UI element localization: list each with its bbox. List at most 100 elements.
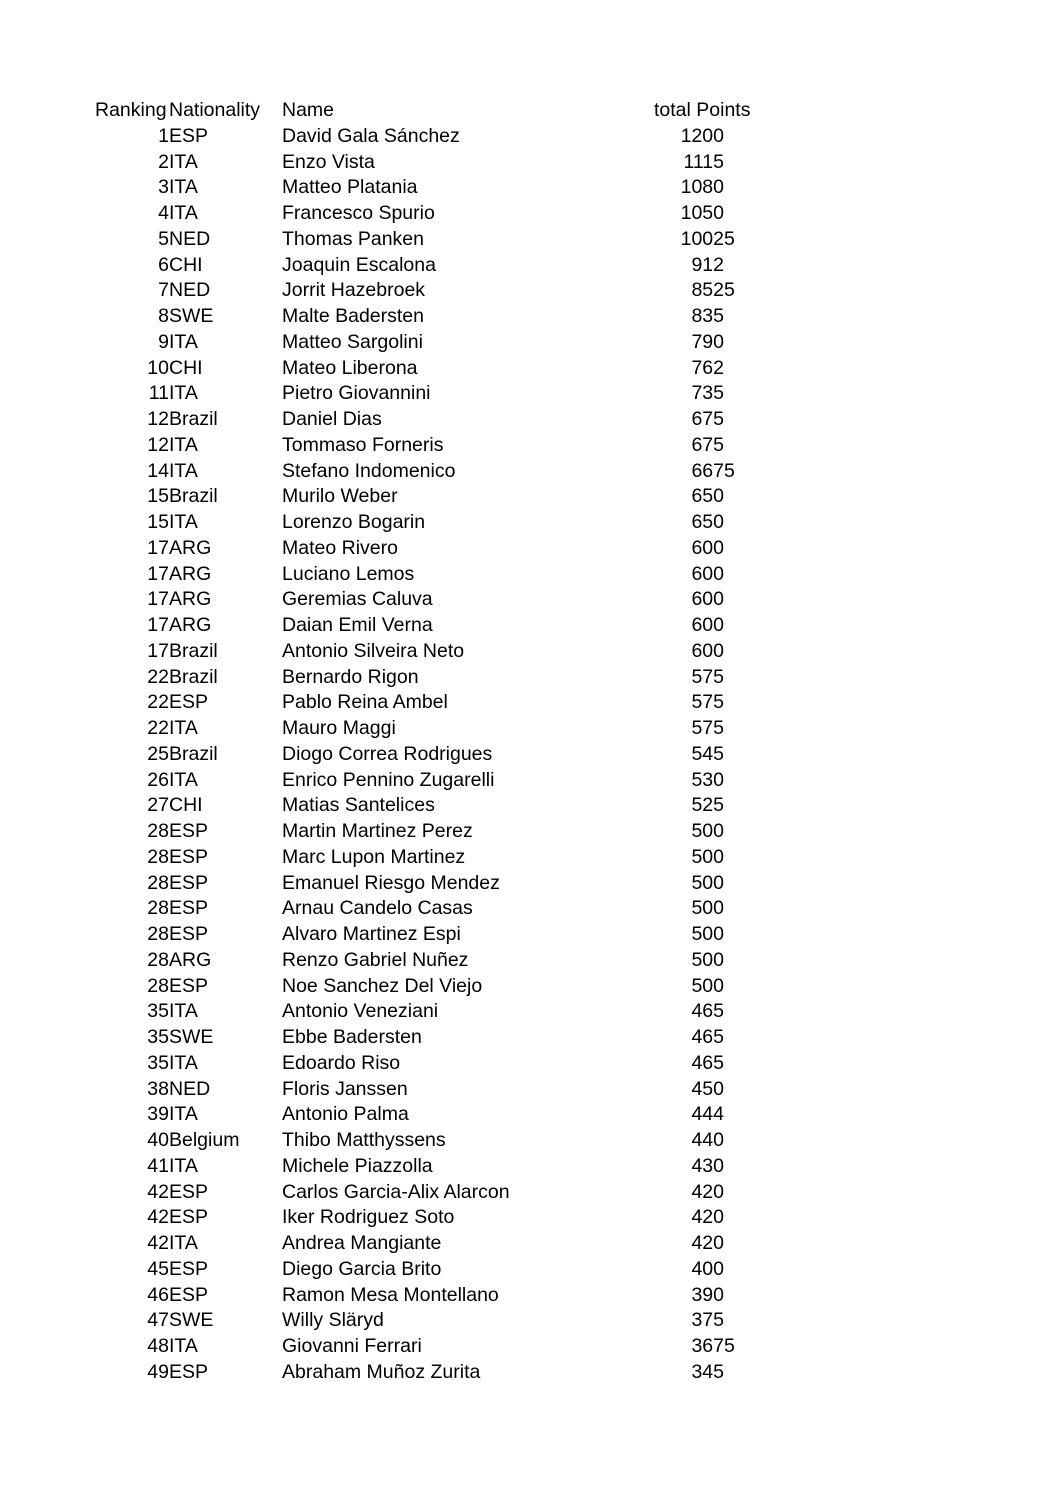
table-row: 28 ESP Noe Sanchez Del Viejo 500 [95, 974, 758, 1000]
cell-total-points: 500 [691, 923, 724, 945]
table-row: 17 ARG Daian Emil Verna 600 [95, 613, 758, 639]
cell-total-points: 525 [691, 794, 724, 817]
table-row: 39 ITA Antonio Palma 444 [95, 1102, 758, 1128]
cell-name: Stefano Indomenico [282, 459, 456, 482]
cell-name: Lorenzo Bogarin [282, 511, 426, 533]
cell-nationality: Brazil [169, 665, 218, 688]
cell-ranking: 22 [147, 665, 169, 688]
cell-nationality: Brazil [169, 742, 218, 765]
cell-nationality: ITA [169, 150, 198, 173]
cell-points-fraction [724, 716, 758, 742]
table-row: 17 ARG Mateo Rivero 600 [95, 536, 758, 562]
cell-ranking: 35 [147, 1051, 169, 1074]
cell-points-fraction [724, 484, 758, 510]
cell-nationality: ARG [169, 536, 212, 559]
cell-total-points: 345 [691, 1360, 724, 1383]
cell-points-fraction: 5 [724, 227, 735, 250]
cell-total-points: 1050 [680, 202, 724, 224]
table-row: 47 SWE Willy Släryd 375 [95, 1308, 758, 1334]
table-row: 22 ITA Mauro Maggi 575 [95, 716, 758, 742]
cell-nationality: Brazil [169, 639, 218, 662]
cell-points-fraction [724, 1051, 758, 1077]
cell-ranking: 28 [147, 871, 169, 894]
cell-total-points: 912 [691, 253, 724, 276]
table-row: 27 CHI Matias Santelices 525 [95, 793, 758, 819]
cell-total-points: 650 [691, 485, 724, 508]
cell-ranking: 17 [147, 588, 169, 611]
cell-name: Enrico Pennino Zugarelli [282, 768, 495, 791]
table-row: 35 ITA Antonio Veneziani 465 [95, 999, 758, 1025]
cell-ranking: 22 [147, 691, 169, 714]
cell-name: Mauro Maggi [282, 717, 396, 739]
cell-nationality: ITA [169, 511, 198, 533]
cell-name: Alvaro Martinez Espi [282, 923, 461, 945]
cell-nationality: NED [169, 279, 211, 302]
cell-name: Diego Garcia Brito [282, 1257, 442, 1280]
cell-name: Pietro Giovannini [282, 382, 431, 405]
cell-name: Matteo Platania [282, 176, 418, 199]
table-row: 22 ESP Pablo Reina Ambel 575 [95, 690, 758, 716]
table-row: 9 ITA Matteo Sargolini 790 [95, 330, 758, 356]
cell-total-points: 835 [691, 305, 724, 327]
cell-ranking: 6 [158, 253, 169, 276]
cell-points-fraction [724, 922, 758, 948]
cell-ranking: 28 [147, 845, 169, 868]
cell-name: Iker Rodriguez Soto [282, 1206, 455, 1229]
table-row: 15 Brazil Murilo Weber 650 [95, 484, 758, 510]
cell-ranking: 42 [147, 1232, 169, 1254]
cell-total-points: 1002 [680, 227, 724, 250]
cell-points-fraction [724, 1205, 758, 1231]
cell-ranking: 2 [158, 150, 169, 173]
cell-nationality: ESP [169, 124, 209, 147]
cell-points-fraction [724, 381, 758, 407]
cell-ranking: 17 [147, 536, 169, 559]
cell-points-fraction [724, 742, 758, 768]
cell-ranking: 42 [147, 1180, 169, 1203]
cell-name: Jorrit Hazebroek [282, 279, 426, 302]
cell-nationality: ARG [169, 588, 212, 611]
cell-ranking: 40 [147, 1129, 169, 1151]
cell-name: Renzo Gabriel Nuñez [282, 948, 469, 971]
cell-points-fraction [724, 1283, 758, 1309]
cell-total-points: 465 [691, 1051, 724, 1074]
cell-points-fraction [724, 510, 758, 536]
cell-nationality: ITA [169, 1154, 198, 1177]
table-row: 11 ITA Pietro Giovannini 735 [95, 381, 758, 407]
cell-nationality: ITA [169, 1103, 198, 1126]
cell-ranking: 4 [158, 202, 169, 224]
cell-points-fraction [724, 356, 758, 382]
cell-total-points: 367 [691, 1335, 724, 1357]
cell-name: Edoardo Riso [282, 1051, 401, 1074]
cell-name: Daniel Dias [282, 408, 382, 430]
cell-ranking: 10 [147, 356, 169, 379]
table-row: 42 ITA Andrea Mangiante 420 [95, 1231, 758, 1257]
cell-total-points: 600 [691, 588, 724, 611]
cell-ranking: 28 [147, 820, 169, 842]
cell-nationality: ITA [169, 768, 198, 791]
cell-total-points: 762 [691, 356, 724, 379]
cell-name: Antonio Veneziani [282, 1000, 439, 1023]
cell-points-fraction [724, 974, 758, 1000]
cell-nationality: ITA [169, 459, 198, 482]
cell-points-fraction [724, 1128, 758, 1154]
cell-nationality: ARG [169, 614, 212, 636]
cell-total-points: 575 [691, 665, 724, 688]
cell-nationality: ESP [169, 897, 209, 920]
table-row: 42 ESP Carlos Garcia-Alix Alarcon 420 [95, 1180, 758, 1206]
table-row: 38 NED Floris Janssen 450 [95, 1077, 758, 1103]
cell-nationality: CHI [169, 794, 203, 817]
cell-nationality: CHI [169, 253, 203, 276]
cell-points-fraction [724, 613, 758, 639]
cell-name: Carlos Garcia-Alix Alarcon [282, 1180, 510, 1203]
table-row: 26 ITA Enrico Pennino Zugarelli 530 [95, 768, 758, 794]
cell-ranking: 28 [147, 923, 169, 945]
cell-ranking: 42 [147, 1206, 169, 1229]
cell-total-points: 450 [691, 1077, 724, 1100]
table-row: 14 ITA Stefano Indomenico 667 5 [95, 459, 758, 485]
table-row: 45 ESP Diego Garcia Brito 400 [95, 1257, 758, 1283]
cell-nationality: ESP [169, 974, 209, 997]
table-row: 10 CHI Mateo Liberona 762 [95, 356, 758, 382]
cell-points-fraction [724, 1231, 758, 1257]
